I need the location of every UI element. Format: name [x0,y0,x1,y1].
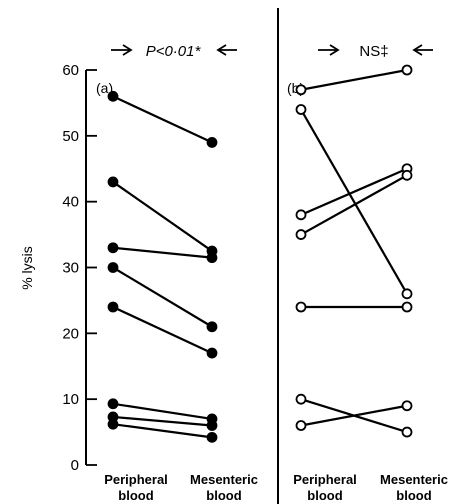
category-label-b-peripheral-line2: blood [307,488,342,503]
open-data-point [401,288,413,300]
category-label-a-peripheral-line1: Peripheral [104,472,168,487]
open-data-point [295,104,307,115]
data-marks [107,64,413,443]
open-data-point [295,420,307,431]
y-tick-label: 10 [62,391,79,408]
pair-line [300,404,408,427]
y-tick-label: 40 [62,194,79,211]
pair-line [112,306,213,355]
category-label-b-peripheral-line1: Peripheral [293,472,357,487]
pair-line [112,246,213,259]
pair-line [300,68,408,91]
y-tick-label: 0 [71,457,79,474]
filled-data-point [107,418,119,430]
category-label-a-mesenteric-line1: Mesenteric [190,472,258,487]
open-data-point [401,301,413,313]
category-labels: Peripheral blood Mesenteric blood Periph… [104,472,448,503]
panel-a-label: (a) [96,80,113,96]
open-data-point [295,393,307,405]
panel-b-significance: NS‡ [318,43,433,60]
pair-line [112,181,213,252]
filled-data-point [206,431,218,443]
y-tick-label: 60 [62,62,79,79]
filled-data-point [206,347,218,359]
open-data-point [401,169,413,181]
category-label-a-peripheral-line2: blood [118,488,153,503]
pair-line [300,108,408,295]
open-data-point [401,400,413,412]
open-data-point [295,209,307,221]
pair-line [112,95,213,144]
open-data-point [295,301,307,313]
category-label-b-mesenteric-line1: Mesenteric [380,472,448,487]
filled-data-point [206,420,218,431]
filled-data-point [107,242,119,254]
pair-line [300,174,408,236]
significance-text: P<0·01* [146,43,202,60]
filled-data-point [107,301,119,313]
y-axis-ticks: 0 10 20 30 40 50 60 [62,62,97,474]
pair-line [112,415,213,427]
open-data-point [295,229,307,240]
y-axis-label: % lysis [19,246,35,290]
y-tick-label: 50 [62,128,79,145]
pair-line [300,167,408,216]
open-data-point [295,84,307,96]
filled-data-point [107,90,119,102]
filled-data-point [107,262,119,273]
significance-text: NS‡ [359,43,388,60]
filled-data-point [107,176,119,188]
filled-data-point [206,321,218,333]
y-tick-label: 20 [62,325,79,342]
y-tick-label: 30 [62,260,79,277]
panel-a-significance: P<0·01* [111,43,237,60]
open-data-point [401,64,413,76]
pair-line [112,423,213,439]
pair-line [112,266,213,328]
category-label-a-mesenteric-line2: blood [206,488,241,503]
category-label-b-mesenteric-line2: blood [396,488,431,503]
pair-line [112,402,213,421]
open-data-point [401,426,413,438]
filled-data-point [206,252,218,264]
filled-data-point [206,137,218,148]
filled-data-point [107,398,119,410]
